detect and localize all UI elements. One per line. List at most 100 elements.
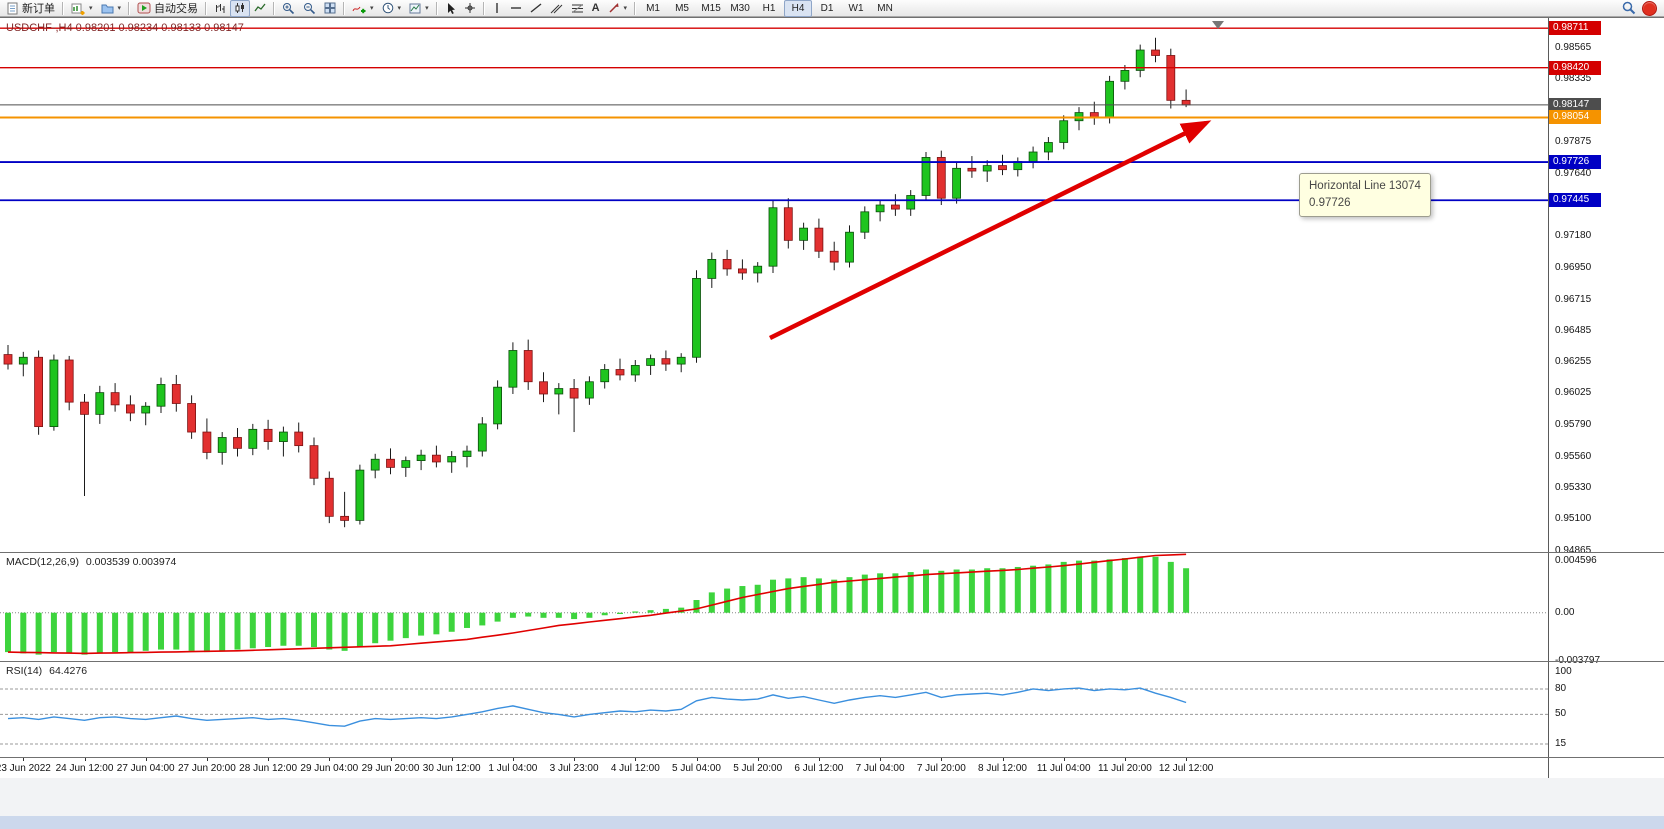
trendline-button[interactable] (526, 0, 546, 17)
crosshair-button[interactable] (460, 0, 480, 17)
candle-body (294, 431, 304, 447)
candle-body (477, 423, 487, 452)
macd-histogram-bar (418, 612, 425, 636)
timeframe-button-d1[interactable]: D1 (820, 2, 834, 14)
price-tick: 0.97875 (1555, 135, 1592, 147)
text-tool-button[interactable]: A (588, 0, 604, 17)
tile-windows-button[interactable] (320, 0, 340, 17)
macd-histogram-bar (1045, 564, 1052, 613)
macd-histogram-bar (877, 573, 884, 613)
new-order-button[interactable]: 新订单 (3, 0, 59, 17)
time-label: 7 Jul 04:00 (855, 763, 905, 774)
candle-body (539, 381, 548, 395)
horizontal-line-button[interactable] (506, 0, 526, 17)
candle-body (508, 350, 518, 388)
candle-body (676, 356, 686, 365)
candle-body (783, 207, 793, 241)
macd-histogram-bar (892, 573, 899, 613)
timeframe-button-w1[interactable]: W1 (848, 2, 864, 14)
macd-histogram-bar (142, 612, 149, 651)
profiles-button[interactable]: ▾ (97, 0, 126, 17)
time-tick (84, 758, 86, 761)
separator (128, 1, 131, 15)
candle-body (936, 157, 946, 199)
search-icon[interactable] (1622, 1, 1636, 15)
separator (482, 1, 485, 15)
tooltip-value: 0.97726 (1309, 197, 1351, 209)
macd-panel[interactable] (0, 553, 1548, 661)
equidistant-channel-button[interactable] (546, 0, 567, 17)
macd-histogram-bar (1167, 561, 1174, 613)
rsi-name: RSI(14) (6, 665, 43, 677)
time-label: 28 Jun 12:00 (239, 763, 298, 774)
candle-body (493, 386, 503, 425)
periods-button[interactable]: ▾ (378, 0, 406, 17)
zoom-out-button[interactable] (299, 0, 320, 17)
timeframe-button-m1[interactable]: M1 (646, 2, 660, 14)
templates-button[interactable]: ▾ (405, 0, 433, 17)
fibonacci-button[interactable] (567, 0, 588, 17)
time-label: 5 Jul 04:00 (672, 763, 721, 774)
candle-body (126, 404, 135, 414)
candle-body (355, 469, 365, 521)
macd-histogram-bar (494, 612, 501, 622)
timeframe-button-h4[interactable]: H4 (784, 0, 813, 17)
auto-trading-button[interactable]: 自动交易 (133, 0, 202, 17)
macd-histogram-bar (693, 600, 700, 613)
macd-histogram-bar (938, 570, 945, 613)
macd-histogram-bar (1091, 560, 1098, 613)
price-tick: 0.96485 (1555, 324, 1592, 336)
candle-body (462, 450, 472, 457)
time-tick (512, 758, 514, 761)
timeframe-button-m5[interactable]: M5 (675, 2, 689, 14)
zoom-in-button[interactable] (278, 0, 299, 17)
chart-shift-marker[interactable] (1212, 21, 1224, 29)
indicators-button[interactable]: ▾ (348, 0, 378, 17)
candle-body (891, 204, 900, 210)
chevron-down-icon: ▾ (117, 5, 122, 12)
time-scale[interactable]: 23 Jun 2022 24 Jun 12:00 27 Jun 04:00 27 Ju… (0, 758, 1548, 778)
candlestick-chart-button[interactable] (230, 0, 251, 17)
price-marker-badge: 0.98054 (1549, 110, 1601, 125)
macd-histogram-bar (341, 612, 348, 651)
macd-histogram-bar (923, 569, 929, 613)
candle-body (3, 354, 13, 365)
price-chart[interactable] (0, 17, 1548, 552)
price-tick: 0.95100 (1555, 513, 1592, 525)
vertical-line-button[interactable] (488, 0, 506, 17)
trend-arrow[interactable] (769, 120, 1212, 341)
candle-body (1135, 49, 1145, 71)
macd-histogram-bar (953, 569, 960, 613)
candle-body (523, 350, 533, 383)
timeframe-button-m30[interactable]: M30 (730, 2, 750, 14)
notification-badge[interactable] (1642, 0, 1657, 16)
time-tick (941, 758, 943, 761)
time-label: 5 Jul 20:00 (733, 763, 783, 774)
candle-body (554, 388, 564, 395)
price-scale[interactable]: 0.985650.983350.978750.976400.974100.971… (1548, 17, 1664, 778)
macd-histogram-bar (586, 612, 593, 618)
timeframe-button-mn[interactable]: MN (877, 2, 893, 14)
candle-body (447, 456, 457, 463)
rsi-panel[interactable] (0, 662, 1548, 757)
arrows-tool-button[interactable]: ▾ (604, 0, 632, 17)
candle-body (1166, 55, 1176, 101)
macd-histogram-bar (127, 612, 134, 653)
price-tick: 0.96255 (1555, 356, 1592, 368)
time-label: 1 Jul 04:00 (488, 763, 538, 774)
time-tick (1186, 758, 1188, 761)
macd-histogram-bar (402, 612, 409, 639)
candle-body (156, 384, 166, 407)
candle-body (1105, 80, 1114, 119)
candle-body (49, 359, 59, 428)
new-chart-button[interactable]: ▾ (67, 0, 97, 17)
timeframe-button-h1[interactable]: H1 (762, 2, 776, 14)
bar-chart-icon (216, 4, 225, 13)
new-order-label: 新订单 (22, 3, 55, 15)
bar-chart-button[interactable] (210, 0, 230, 17)
candle-body (202, 431, 212, 453)
cursor-button[interactable] (441, 0, 460, 17)
candle-body (875, 204, 885, 213)
timeframe-button-m15[interactable]: M15 (701, 2, 721, 14)
line-chart-button[interactable] (250, 0, 270, 17)
